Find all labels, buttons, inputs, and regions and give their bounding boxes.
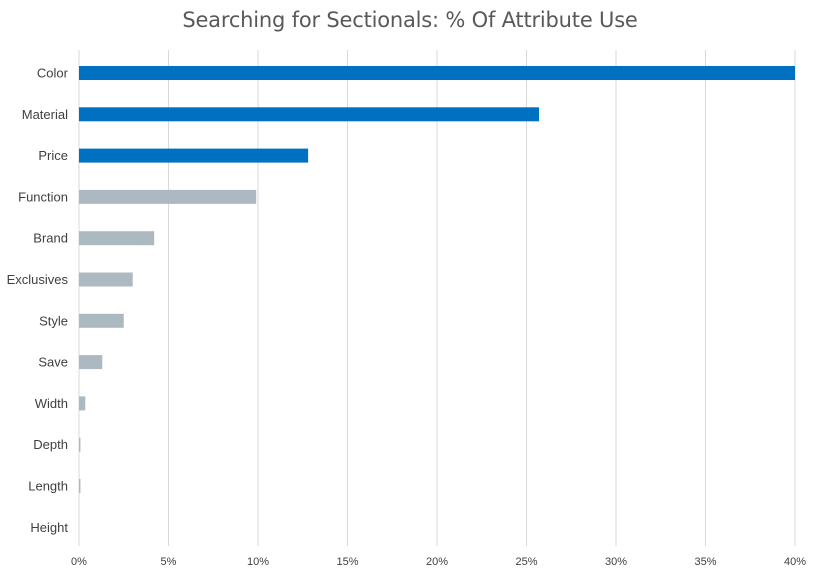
category-labels: Color Material Price Function Brand Exclusive… (7, 66, 69, 535)
x-tick-label: 20% (426, 556, 448, 568)
bar (79, 66, 795, 80)
category-label: Style (39, 313, 68, 328)
category-label: Material (22, 107, 68, 122)
x-tick-label: 35% (694, 556, 716, 568)
x-tick-label: 10% (247, 556, 269, 568)
bars (79, 66, 795, 493)
x-tick-label: 5% (161, 556, 177, 568)
bar (79, 355, 103, 370)
chart-title: Searching for Sectionals: % Of Attribute… (182, 8, 638, 32)
bar (79, 313, 124, 328)
category-label: Height (30, 520, 68, 535)
category-label: Length (28, 479, 68, 494)
bar (79, 107, 540, 122)
bar (79, 396, 86, 411)
bar (79, 148, 309, 163)
x-tick-label: 15% (336, 556, 358, 568)
bar (79, 437, 81, 452)
bar (79, 272, 133, 287)
category-label: Save (38, 355, 68, 370)
category-label: Function (18, 189, 68, 204)
gridlines (78, 50, 796, 546)
category-label: Width (35, 396, 68, 411)
x-tick-label: 25% (515, 556, 537, 568)
category-label: Depth (33, 437, 68, 452)
category-label: Color (37, 66, 69, 81)
category-label: Exclusives (7, 272, 69, 287)
category-label: Brand (33, 231, 68, 246)
bar (79, 479, 81, 493)
category-label: Price (38, 148, 68, 163)
x-tick-label: 40% (784, 556, 806, 568)
x-tick-labels: 0% 5% 10% 15% 20% 25% 30% 35% 40% (71, 556, 806, 568)
bar (79, 189, 257, 204)
x-tick-label: 30% (605, 556, 627, 568)
bar (79, 231, 155, 246)
x-tick-label: 0% (71, 556, 87, 568)
